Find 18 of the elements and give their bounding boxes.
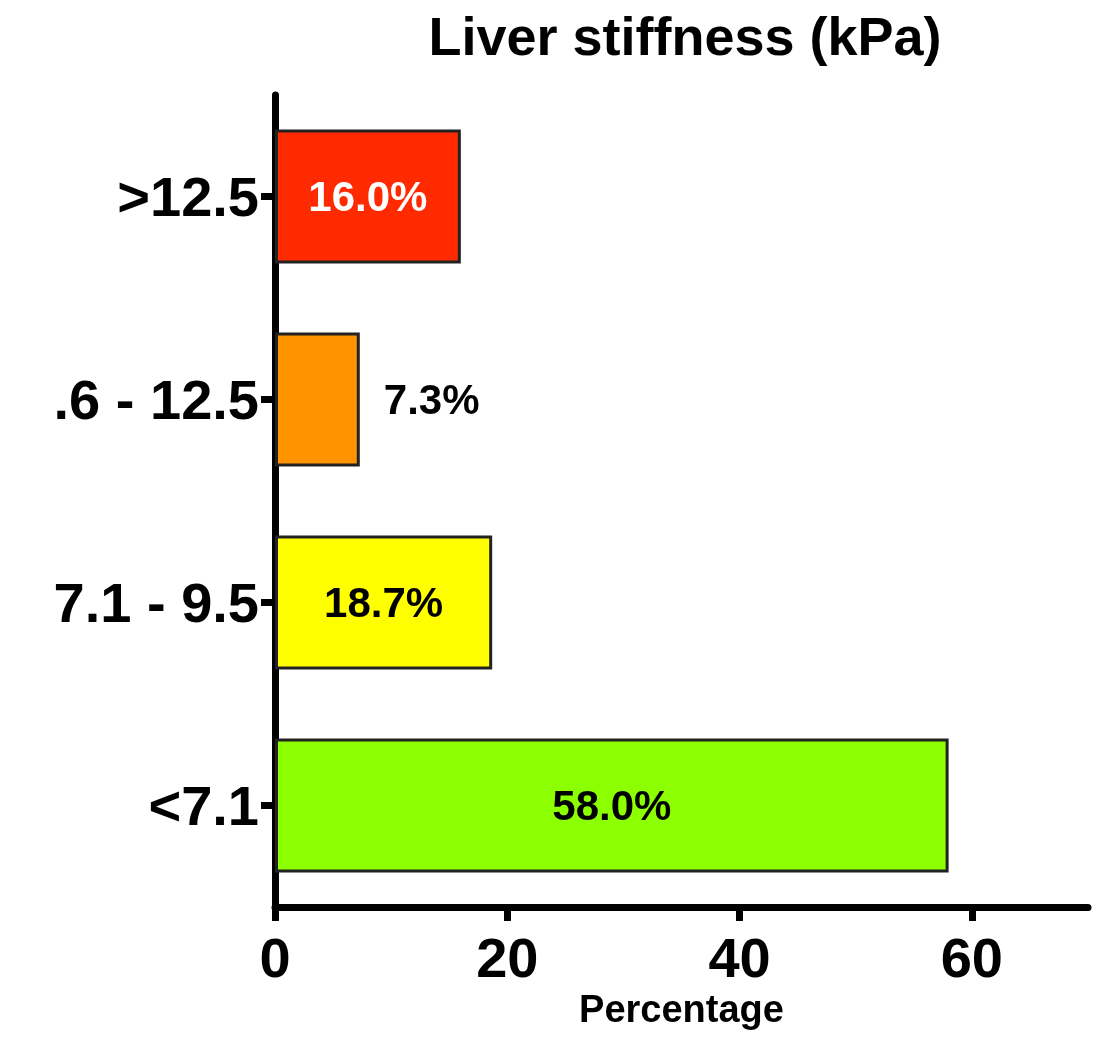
y-tick-label: 7.1 - 9.5 <box>53 571 259 634</box>
bar <box>275 738 949 873</box>
bar <box>275 332 360 467</box>
bar <box>275 129 461 264</box>
data-label: 58.0% <box>552 782 672 829</box>
chart-title: Liver stiffness (kPa) <box>428 6 942 66</box>
x-tick-label: 60 <box>940 925 1004 989</box>
y-tick-label: <7.1 <box>148 774 259 837</box>
data-label: 16.0% <box>308 173 428 220</box>
x-axis-title: Percentage <box>579 987 784 1030</box>
bar <box>275 535 493 670</box>
data-label: 18.7% <box>324 579 444 626</box>
y-tick-label: >12.5 <box>117 165 259 228</box>
data-label: 7.3% <box>383 376 480 423</box>
x-tick-label: 20 <box>476 925 539 989</box>
x-tick-label: 0 <box>259 925 291 989</box>
x-tick-label: 40 <box>708 925 771 989</box>
y-tick-label: .6 - 12.5 <box>53 368 259 431</box>
